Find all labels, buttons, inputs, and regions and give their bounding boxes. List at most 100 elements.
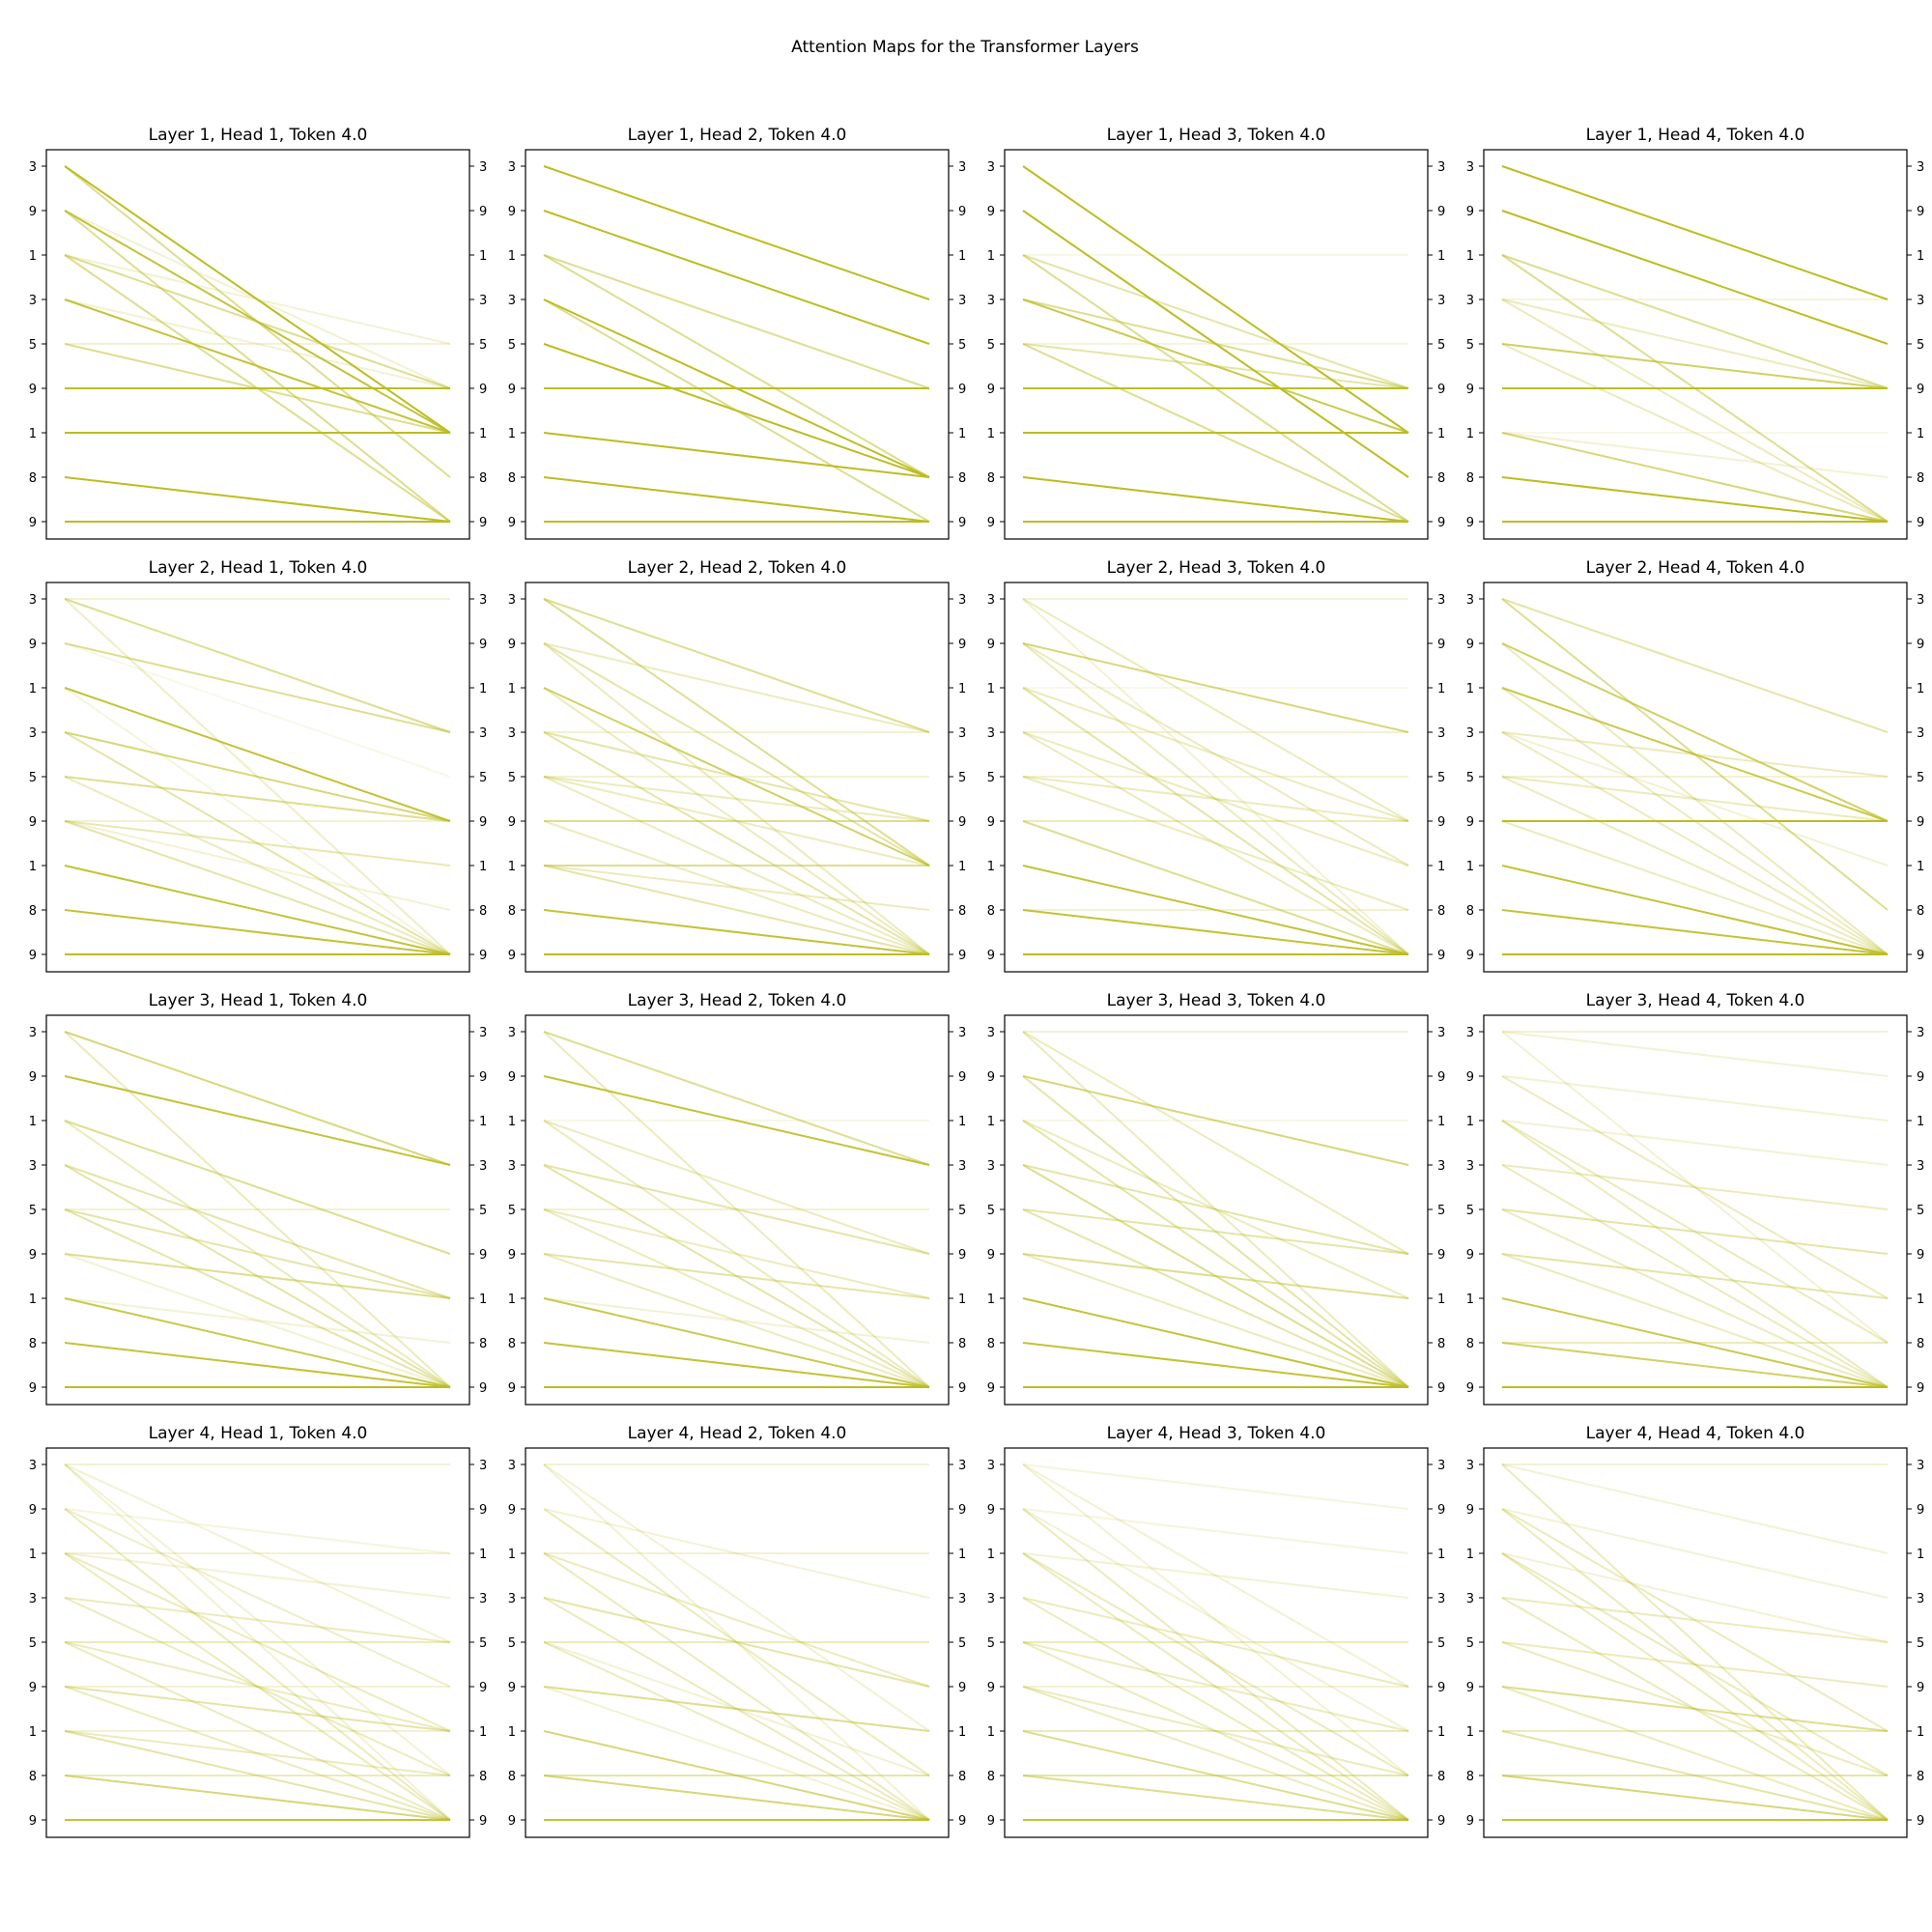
- attention-line: [1501, 1075, 1889, 1122]
- attention-line: [1501, 865, 1889, 955]
- attention-panel: Layer 3, Head 4, Token 4.0 3 3 9 9 1 1 3 3 5 5 9 9 1 1…: [1466, 991, 1924, 1406]
- attention-line: [64, 1552, 451, 1821]
- attention-line: [64, 254, 451, 345]
- left-tick-label: 9: [508, 1503, 516, 1518]
- attention-panel: Layer 4, Head 3, Token 4.0 3 3 9 9 1 1 3 3 5 5 9 9 1 1…: [987, 1424, 1445, 1838]
- right-tick-label: 1: [958, 1548, 966, 1562]
- panel-title: Layer 1, Head 1, Token 4.0: [149, 126, 368, 145]
- left-tick-label: 3: [1466, 1459, 1474, 1473]
- attention-line: [64, 1463, 451, 1776]
- right-tick-label: 1: [958, 427, 966, 441]
- attention-line: [543, 1120, 930, 1255]
- attention-line: [1501, 909, 1889, 955]
- right-tick-label: 9: [1917, 815, 1924, 830]
- right-tick-label: 9: [1437, 1681, 1445, 1695]
- attention-panel: Layer 4, Head 1, Token 4.0 3 3 9 9 1 1 3 3 5 5 9 9 1 1…: [29, 1424, 487, 1838]
- left-tick-label: 5: [29, 1636, 37, 1651]
- left-tick-label: 9: [508, 638, 516, 652]
- left-tick-label: 3: [508, 160, 516, 175]
- left-tick-label: 8: [508, 471, 516, 486]
- attention-line: [1501, 1253, 1889, 1299]
- left-tick-label: 1: [1466, 1115, 1474, 1129]
- right-tick-label: 5: [1437, 1636, 1445, 1651]
- left-tick-label: 9: [1466, 815, 1474, 830]
- left-tick-label: 8: [987, 904, 995, 919]
- attention-line: [1022, 1297, 1409, 1388]
- attention-line: [1501, 432, 1889, 478]
- right-tick-label: 1: [1437, 427, 1445, 441]
- right-tick-label: 5: [479, 1204, 487, 1218]
- right-tick-label: 9: [479, 1070, 487, 1085]
- left-tick-label: 8: [508, 904, 516, 919]
- attention-line: [1501, 1508, 1889, 1821]
- attention-line: [64, 776, 451, 955]
- attention-line: [64, 820, 451, 955]
- attention-line: [1022, 1552, 1409, 1821]
- panel-frame: [525, 149, 950, 540]
- left-tick-label: 9: [1466, 1681, 1474, 1695]
- attention-line: [1022, 1208, 1409, 1255]
- attention-line: [64, 1597, 451, 1643]
- right-tick-label: 3: [958, 593, 966, 608]
- right-tick-label: 9: [479, 1681, 487, 1695]
- attention-line: [543, 165, 930, 300]
- right-tick-label: 1: [1917, 860, 1924, 874]
- attention-line: [1501, 776, 1889, 822]
- attention-line: [64, 731, 451, 955]
- right-tick-label: 3: [1917, 1592, 1924, 1606]
- left-tick-label: 3: [508, 593, 516, 608]
- right-tick-label: 1: [1917, 682, 1924, 696]
- attention-lines: [1022, 1031, 1409, 1388]
- attention-line: [543, 1508, 930, 1776]
- attention-line: [543, 642, 930, 733]
- right-tick-label: 8: [958, 904, 966, 919]
- left-tick-label: 3: [508, 1026, 516, 1040]
- right-tick-label: 3: [1917, 1026, 1924, 1040]
- left-tick-label: 1: [987, 1293, 995, 1307]
- right-tick-label: 1: [1437, 682, 1445, 696]
- attention-line: [1022, 1342, 1409, 1388]
- right-tick-label: 9: [1917, 516, 1924, 530]
- attention-line: [64, 1463, 451, 1643]
- right-tick-label: 9: [958, 1681, 966, 1695]
- attention-line: [543, 1463, 930, 1732]
- attention-line: [64, 1508, 451, 1554]
- left-tick-label: 1: [1466, 1548, 1474, 1562]
- attention-line: [1022, 642, 1409, 733]
- attention-line: [1022, 1253, 1409, 1299]
- attention-line: [1022, 1208, 1409, 1388]
- attention-line: [543, 1641, 930, 1821]
- attention-line: [64, 1253, 451, 1299]
- attention-line: [1501, 1730, 1889, 1821]
- panel-title: Layer 1, Head 3, Token 4.0: [1107, 126, 1326, 145]
- attention-line: [64, 731, 451, 822]
- attention-line: [543, 731, 930, 822]
- panel-title: Layer 2, Head 1, Token 4.0: [149, 558, 368, 578]
- left-tick-label: 9: [29, 1381, 37, 1396]
- left-tick-label: 1: [508, 860, 516, 874]
- left-tick-label: 9: [1466, 1814, 1474, 1829]
- attention-line: [1022, 1463, 1409, 1510]
- attention-line: [543, 1463, 930, 1821]
- attention-line: [64, 642, 451, 778]
- right-tick-label: 8: [958, 471, 966, 486]
- right-tick-label: 3: [479, 726, 487, 741]
- attention-line: [543, 1297, 930, 1388]
- attention-line: [543, 865, 930, 955]
- attention-line: [64, 1297, 451, 1388]
- right-tick-label: 8: [958, 1337, 966, 1351]
- attention-line: [543, 254, 930, 478]
- left-tick-label: 3: [987, 1159, 995, 1174]
- left-tick-label: 3: [508, 1459, 516, 1473]
- attention-line: [1501, 598, 1889, 733]
- attention-line: [1501, 1552, 1889, 1776]
- right-tick-label: 1: [958, 1293, 966, 1307]
- attention-line: [1501, 1297, 1889, 1388]
- attention-line: [1501, 298, 1889, 523]
- right-tick-label: 5: [1917, 771, 1924, 785]
- attention-line: [1501, 343, 1889, 523]
- left-tick-label: 9: [508, 1248, 516, 1263]
- attention-line: [1022, 1463, 1409, 1688]
- attention-line: [1022, 1253, 1409, 1388]
- right-tick-label: 3: [1917, 160, 1924, 175]
